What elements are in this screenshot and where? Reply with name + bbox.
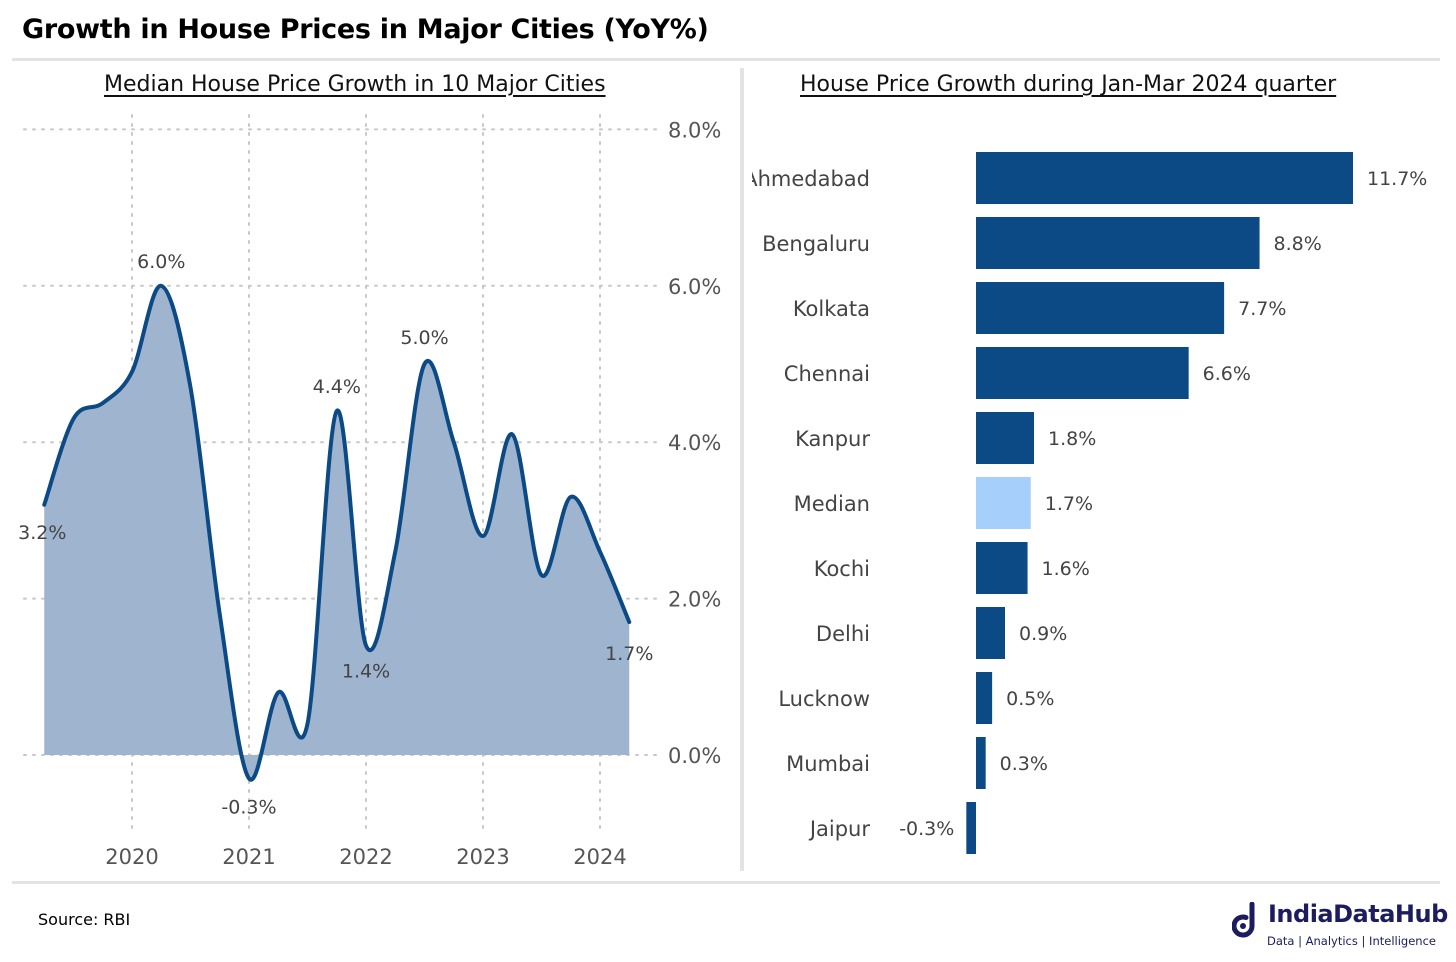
value-label: 0.3% bbox=[1000, 753, 1048, 775]
bar bbox=[976, 217, 1260, 269]
indiadatahub-logo-icon bbox=[1232, 902, 1255, 938]
x-tick-label: 2024 bbox=[573, 845, 626, 869]
header-divider bbox=[12, 58, 1440, 61]
value-label: 8.8% bbox=[1274, 233, 1322, 255]
y-tick-label: 2.0% bbox=[668, 588, 721, 612]
category-label: Chennai bbox=[784, 362, 870, 386]
logo: IndiaDataHub Data | Analytics | Intellig… bbox=[1232, 900, 1448, 952]
logo-name: IndiaDataHub bbox=[1268, 900, 1448, 928]
bar bbox=[976, 412, 1034, 464]
category-label: Jaipur bbox=[808, 817, 871, 841]
bar bbox=[976, 737, 986, 789]
bar bbox=[976, 347, 1189, 399]
page-title: Growth in House Prices in Major Cities (… bbox=[22, 14, 709, 45]
data-label: 1.4% bbox=[342, 661, 390, 683]
data-label: 3.2% bbox=[18, 522, 66, 544]
category-label: Mumbai bbox=[786, 752, 870, 776]
value-label: 1.6% bbox=[1042, 558, 1090, 580]
data-label: 1.7% bbox=[605, 643, 653, 665]
category-label: Delhi bbox=[816, 622, 870, 646]
bar bbox=[976, 477, 1031, 529]
bar bbox=[976, 672, 993, 724]
bar-chart: Ahmedabad 11.7% Bengaluru 8.8% Kolkata 7.7% Ch… bbox=[743, 152, 1427, 854]
y-tick-label: 8.0% bbox=[668, 118, 721, 142]
bar-chart-title: House Price Growth during Jan-Mar 2024 q… bbox=[800, 72, 1337, 97]
value-label: -0.3% bbox=[899, 818, 954, 840]
x-tick-label: 2021 bbox=[222, 845, 275, 869]
y-tick-label: 4.0% bbox=[668, 431, 721, 455]
bar bbox=[976, 152, 1353, 204]
area-fill bbox=[44, 285, 630, 780]
bar bbox=[976, 282, 1225, 334]
bar bbox=[976, 607, 1005, 659]
value-label: 0.5% bbox=[1006, 688, 1054, 710]
series-line bbox=[42, 283, 632, 782]
category-label: Kanpur bbox=[795, 427, 870, 451]
y-tick-label: 6.0% bbox=[668, 275, 721, 299]
value-label: 6.6% bbox=[1203, 363, 1251, 385]
x-tick-label: 2023 bbox=[456, 845, 509, 869]
category-label: Kochi bbox=[814, 557, 870, 581]
data-label: 5.0% bbox=[400, 327, 448, 349]
y-tick-label: 0.0% bbox=[668, 744, 721, 768]
value-label: 11.7% bbox=[1367, 168, 1427, 190]
category-label: Bengaluru bbox=[762, 232, 870, 256]
logo-tagline: Data | Analytics | Intelligence bbox=[1267, 934, 1436, 948]
value-label: 7.7% bbox=[1238, 298, 1286, 320]
value-label: 0.9% bbox=[1019, 623, 1067, 645]
data-label: 4.4% bbox=[313, 376, 361, 398]
x-tick-label: 2020 bbox=[105, 845, 158, 869]
footer-divider bbox=[12, 881, 1440, 884]
line-chart-title: Median House Price Growth in 10 Major Ci… bbox=[104, 72, 606, 97]
category-label: Lucknow bbox=[778, 687, 870, 711]
bar bbox=[976, 542, 1028, 594]
line-chart: 8.0% 6.0% 4.0% 2.0% 0.0% 2020 2021 2022 2023 2024… bbox=[18, 114, 721, 869]
panel-divider bbox=[740, 68, 744, 871]
data-label: 6.0% bbox=[137, 251, 185, 273]
category-label: Ahmedabad bbox=[743, 167, 870, 191]
category-label: Median bbox=[794, 492, 870, 516]
category-label: Kolkata bbox=[793, 297, 870, 321]
bar bbox=[966, 802, 976, 854]
value-label: 1.7% bbox=[1045, 493, 1093, 515]
source-note: Source: RBI bbox=[38, 910, 131, 929]
value-label: 1.8% bbox=[1048, 428, 1096, 450]
data-label: -0.3% bbox=[221, 796, 276, 818]
x-tick-label: 2022 bbox=[339, 845, 392, 869]
